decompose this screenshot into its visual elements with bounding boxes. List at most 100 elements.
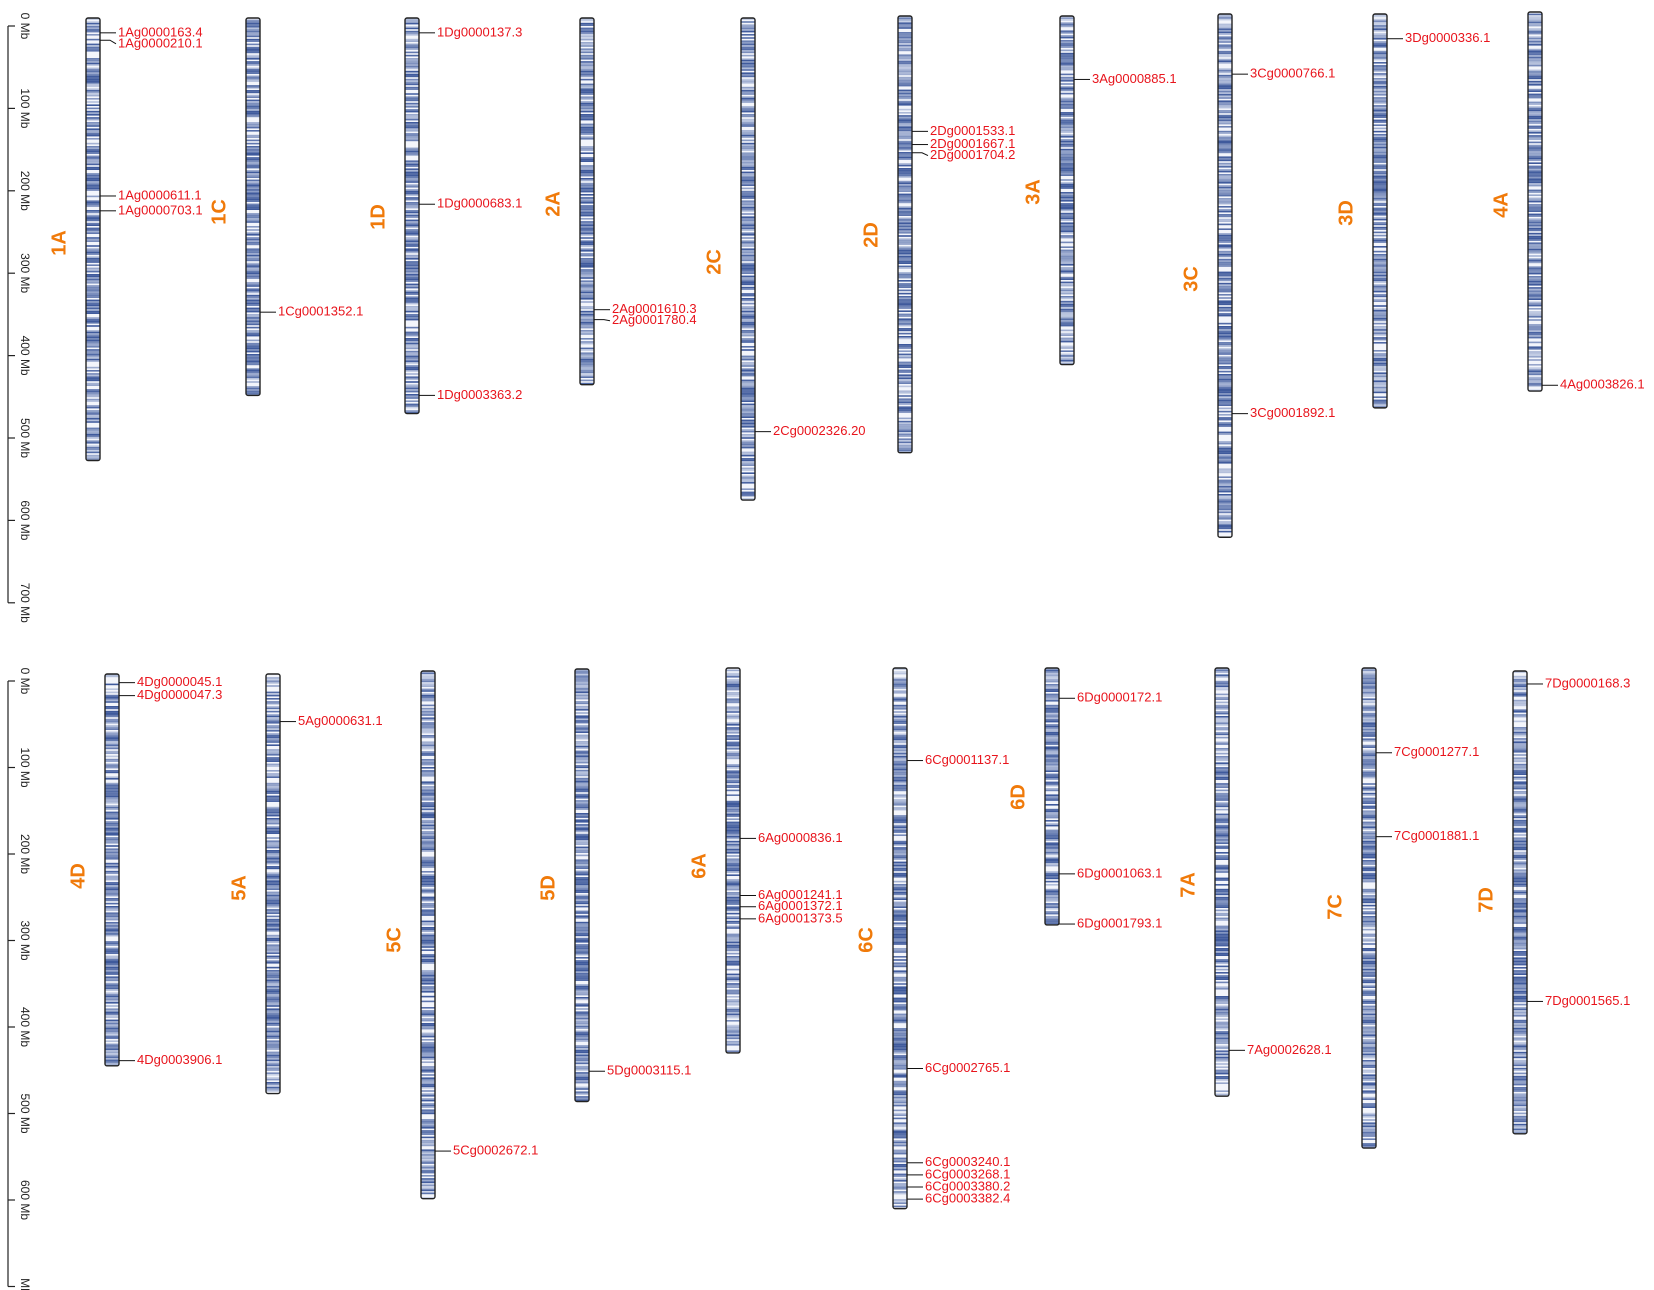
chromosome-bands bbox=[1362, 668, 1376, 1149]
chromosome-4A: 4A 4Ag0003826.1 bbox=[1490, 11, 1645, 392]
gene-label: 1Cg0001352.1 bbox=[278, 304, 363, 319]
chromosome-outline bbox=[579, 17, 595, 386]
bottom-panel: 0 Mb 100 Mb 200 Mb 300 Mb 400 Mb 500 Mb 600 Mb… bbox=[7, 667, 1630, 1290]
chromosome-label: 7C bbox=[1324, 894, 1346, 920]
axis-tick-label: 600 Mb bbox=[18, 500, 32, 540]
chromosome-outline bbox=[104, 673, 120, 1067]
chromosome-label: 6D bbox=[1007, 784, 1029, 810]
chromosome-bands bbox=[898, 16, 912, 453]
chromosome-7A: 7A 7Ag0002628.1 bbox=[1177, 667, 1332, 1097]
chromosome-outline bbox=[1059, 15, 1075, 366]
chromosome-label: 3C bbox=[1180, 266, 1202, 292]
scale-axis: 0 Mb 100 Mb 200 Mb 300 Mb 400 Mb 500 Mb 600 Mb… bbox=[7, 668, 32, 1290]
gene-label: 7Cg0001277.1 bbox=[1394, 744, 1479, 759]
chromosome-label: 1D bbox=[367, 204, 389, 230]
chromosome-outline bbox=[85, 17, 101, 462]
gene-label: 6Cg0003268.1 bbox=[925, 1166, 1010, 1181]
chromosome-label: 2A bbox=[542, 191, 564, 217]
gene-label: 4Ag0003826.1 bbox=[1560, 377, 1645, 392]
gene-label: 1Ag0000210.1 bbox=[118, 35, 203, 50]
chromosome-label: 6C bbox=[855, 927, 877, 953]
chromosome-bands bbox=[1215, 668, 1229, 1097]
chromosome-label: 6A bbox=[688, 853, 710, 879]
gene-leader-line bbox=[100, 39, 117, 45]
chromosome-5D: 5D 5Dg0003115.1 bbox=[537, 668, 691, 1103]
axis-tick-label: Mb bbox=[18, 1278, 32, 1290]
chromosome-outline bbox=[265, 673, 281, 1095]
chromosome-outline bbox=[1527, 11, 1543, 392]
gene-label: 6Ag0001241.1 bbox=[758, 887, 843, 902]
gene-label: 4Dg0000045.1 bbox=[137, 674, 222, 689]
chromosome-3C: 3C 3Cg0000766.1 3Cg0001892.1 bbox=[1180, 13, 1335, 538]
chromosome-outline bbox=[404, 17, 420, 415]
gene-label: 7Dg0001565.1 bbox=[1545, 993, 1630, 1008]
gene-label: 6Cg0003240.1 bbox=[925, 1154, 1010, 1169]
gene-label: 7Cg0001881.1 bbox=[1394, 828, 1479, 843]
chromosome-outline bbox=[897, 15, 913, 454]
chromosome-label: 7A bbox=[1177, 872, 1199, 898]
chromosome-outline bbox=[892, 667, 908, 1210]
chromosome-label: 4D bbox=[67, 863, 89, 889]
chromosome-bands bbox=[1218, 14, 1232, 538]
chromosome-7C: 7C 7Cg0001277.1 7Cg0001881.1 bbox=[1324, 667, 1479, 1149]
axis-tick-label: 400 Mb bbox=[18, 1007, 32, 1047]
chromosome-5A: 5A 5Ag0000631.1 bbox=[228, 673, 383, 1095]
chromosome-label: 3A bbox=[1022, 179, 1044, 205]
chromosome-outline bbox=[1044, 667, 1060, 926]
axis-tick-label: 500 Mb bbox=[18, 418, 32, 458]
gene-label: 6Ag0000836.1 bbox=[758, 830, 843, 845]
gene-label: 6Cg0002765.1 bbox=[925, 1060, 1010, 1075]
axis-tick-label: 100 Mb bbox=[18, 747, 32, 787]
chromosome-7D: 7D 7Dg0000168.3 7Dg0001565.1 bbox=[1475, 670, 1630, 1135]
axis-tick-label: 300 Mb bbox=[18, 253, 32, 293]
chromosome-outline bbox=[1214, 667, 1230, 1097]
gene-label: 1Dg0000683.1 bbox=[437, 196, 522, 211]
chromosome-label: 2D bbox=[860, 222, 882, 248]
chromosome-label: 5C bbox=[383, 927, 405, 953]
gene-label: 3Cg0001892.1 bbox=[1250, 405, 1335, 420]
chromosome-outline bbox=[1361, 667, 1377, 1149]
chromosome-bands bbox=[1060, 16, 1074, 365]
gene-label: 3Ag0000885.1 bbox=[1092, 71, 1177, 86]
chromosome-bands bbox=[421, 671, 435, 1199]
chromosome-bands bbox=[86, 18, 100, 461]
axis-tick-label: 0 Mb bbox=[18, 13, 32, 40]
axis-tick-label: 200 Mb bbox=[18, 834, 32, 874]
gene-label: 6Cg0003382.4 bbox=[925, 1191, 1010, 1206]
chromosome-outline bbox=[420, 670, 436, 1200]
chromosome-outline bbox=[725, 667, 741, 1054]
chromosome-label: 1A bbox=[48, 230, 70, 256]
gene-label: 3Dg0000336.1 bbox=[1405, 30, 1490, 45]
chromosome-outline bbox=[574, 668, 590, 1103]
chromosome-outline bbox=[1217, 13, 1233, 538]
chromosome-bands bbox=[1045, 668, 1059, 925]
axis-tick-label: 100 Mb bbox=[18, 88, 32, 128]
gene-label: 7Ag0002628.1 bbox=[1247, 1042, 1332, 1057]
chromosome-bands bbox=[1528, 12, 1542, 392]
gene-label: 4Dg0000047.3 bbox=[137, 687, 222, 702]
chromosome-bands bbox=[1373, 14, 1387, 408]
chromosome-6D: 6D 6Dg0000172.1 6Dg0001063.1 6Dg0001793.1 bbox=[1007, 667, 1162, 930]
gene-label: 1Dg0000137.3 bbox=[437, 24, 522, 39]
chromosome-bands bbox=[741, 18, 755, 501]
axis-tick-label: 200 Mb bbox=[18, 171, 32, 211]
gene-label: 4Dg0003906.1 bbox=[137, 1052, 222, 1067]
chromosome-outline bbox=[245, 17, 261, 397]
gene-label: 1Dg0003363.2 bbox=[437, 387, 522, 402]
chromosome-1D: 1D 1Dg0000137.3 1Dg0000683.1 1Dg0003363.2 bbox=[367, 17, 522, 415]
chromosome-1C: 1C 1Cg0001352.1 bbox=[208, 17, 363, 397]
gene-label: 2Dg0001667.1 bbox=[930, 136, 1015, 151]
chromosome-5C: 5C 5Cg0002672.1 bbox=[383, 670, 538, 1200]
chromosome-bands bbox=[405, 18, 419, 414]
gene-label: 2Dg0001533.1 bbox=[930, 123, 1015, 138]
chromosome-label: 3D bbox=[1335, 200, 1357, 226]
gene-label: 6Dg0001063.1 bbox=[1077, 865, 1162, 880]
axis-tick-label: 400 Mb bbox=[18, 336, 32, 376]
gene-leader-line bbox=[912, 152, 929, 156]
chromosome-bands bbox=[893, 668, 907, 1209]
chromosome-outline bbox=[1372, 13, 1388, 409]
gene-label: 5Dg0003115.1 bbox=[607, 1063, 691, 1078]
